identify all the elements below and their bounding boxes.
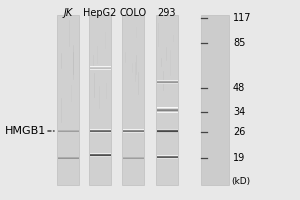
Text: 48: 48 xyxy=(233,83,245,93)
Bar xyxy=(157,107,178,108)
Bar xyxy=(157,108,178,109)
Text: JK: JK xyxy=(63,8,73,18)
Bar xyxy=(89,69,110,70)
Bar xyxy=(89,15,111,185)
Bar xyxy=(89,153,110,154)
Bar xyxy=(89,67,110,68)
Text: 293: 293 xyxy=(158,8,176,18)
Bar xyxy=(157,157,178,158)
Bar xyxy=(157,80,178,81)
Bar xyxy=(57,15,79,185)
Bar xyxy=(157,79,178,80)
Bar xyxy=(157,112,178,113)
Bar xyxy=(122,15,144,185)
Bar xyxy=(157,158,178,159)
Bar xyxy=(89,154,110,155)
Text: HMGB1: HMGB1 xyxy=(5,126,46,136)
Bar xyxy=(157,129,178,130)
Bar xyxy=(157,83,178,84)
Bar xyxy=(156,15,178,185)
Text: 26: 26 xyxy=(233,127,245,137)
Bar xyxy=(89,66,110,67)
Text: 85: 85 xyxy=(233,38,245,48)
Bar xyxy=(157,156,178,157)
Bar xyxy=(157,111,178,112)
Text: COLO: COLO xyxy=(119,8,147,18)
Text: (kD): (kD) xyxy=(231,177,250,186)
Bar xyxy=(157,132,178,133)
Text: 117: 117 xyxy=(233,13,251,23)
Text: HepG2: HepG2 xyxy=(83,8,117,18)
Bar xyxy=(157,110,178,111)
Bar xyxy=(157,131,178,132)
Bar xyxy=(157,82,178,83)
Bar xyxy=(157,130,178,131)
Bar xyxy=(89,155,110,156)
Bar xyxy=(201,15,229,185)
Bar xyxy=(157,81,178,82)
Bar xyxy=(157,84,178,85)
Bar xyxy=(157,155,178,156)
Text: 34: 34 xyxy=(233,107,245,117)
Bar xyxy=(157,109,178,110)
Bar xyxy=(89,68,110,69)
Bar xyxy=(89,156,110,157)
Text: 19: 19 xyxy=(233,153,245,163)
